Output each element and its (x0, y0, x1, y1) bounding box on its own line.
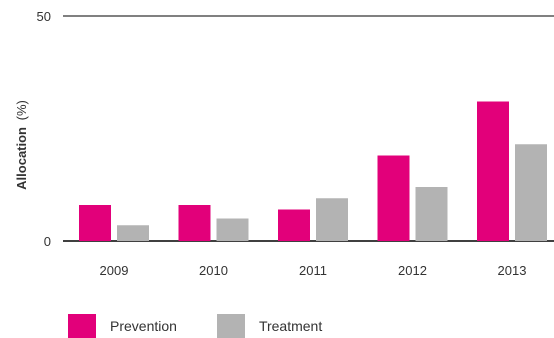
legend-swatch-prevention (68, 314, 96, 338)
x-tick-label: 2011 (299, 263, 327, 278)
y-axis-label: Allocation (%) (14, 100, 29, 190)
legend-label-treatment: Treatment (258, 318, 323, 334)
legend-swatch-treatment (216, 314, 245, 338)
y-axis-label-main: Allocation (14, 127, 29, 190)
x-tick-label: 2012 (398, 263, 427, 278)
bar-treatment-2009 (117, 225, 149, 241)
x-tick-label: 2010 (199, 263, 228, 278)
legend-label-prevention: Prevention (110, 318, 177, 334)
bar-prevention-2011 (278, 209, 310, 241)
bar-prevention-2013 (477, 101, 509, 241)
legend-item-treatment: Treatment (216, 314, 323, 338)
legend-item-prevention: Prevention (68, 314, 177, 338)
y-tick-label: 0 (44, 234, 51, 249)
y-tick-labels: 0 50 (37, 9, 51, 249)
bar-treatment-2010 (216, 218, 249, 241)
x-tick-label: 2009 (100, 263, 129, 278)
bar-treatment-2012 (415, 187, 448, 241)
bar-treatment-2011 (316, 198, 348, 241)
bar-prevention-2010 (178, 205, 211, 241)
bar-prevention-2009 (79, 205, 111, 241)
x-tick-label: 2013 (498, 263, 527, 278)
x-tick-labels: 2009 2010 2011 2012 2013 (100, 263, 527, 278)
bars (79, 101, 547, 241)
y-axis-label-unit: (%) (14, 100, 29, 120)
bar-prevention-2012 (377, 155, 410, 241)
bar-treatment-2013 (515, 144, 547, 241)
legend: Prevention Treatment (68, 314, 362, 338)
y-tick-label: 50 (37, 9, 51, 24)
